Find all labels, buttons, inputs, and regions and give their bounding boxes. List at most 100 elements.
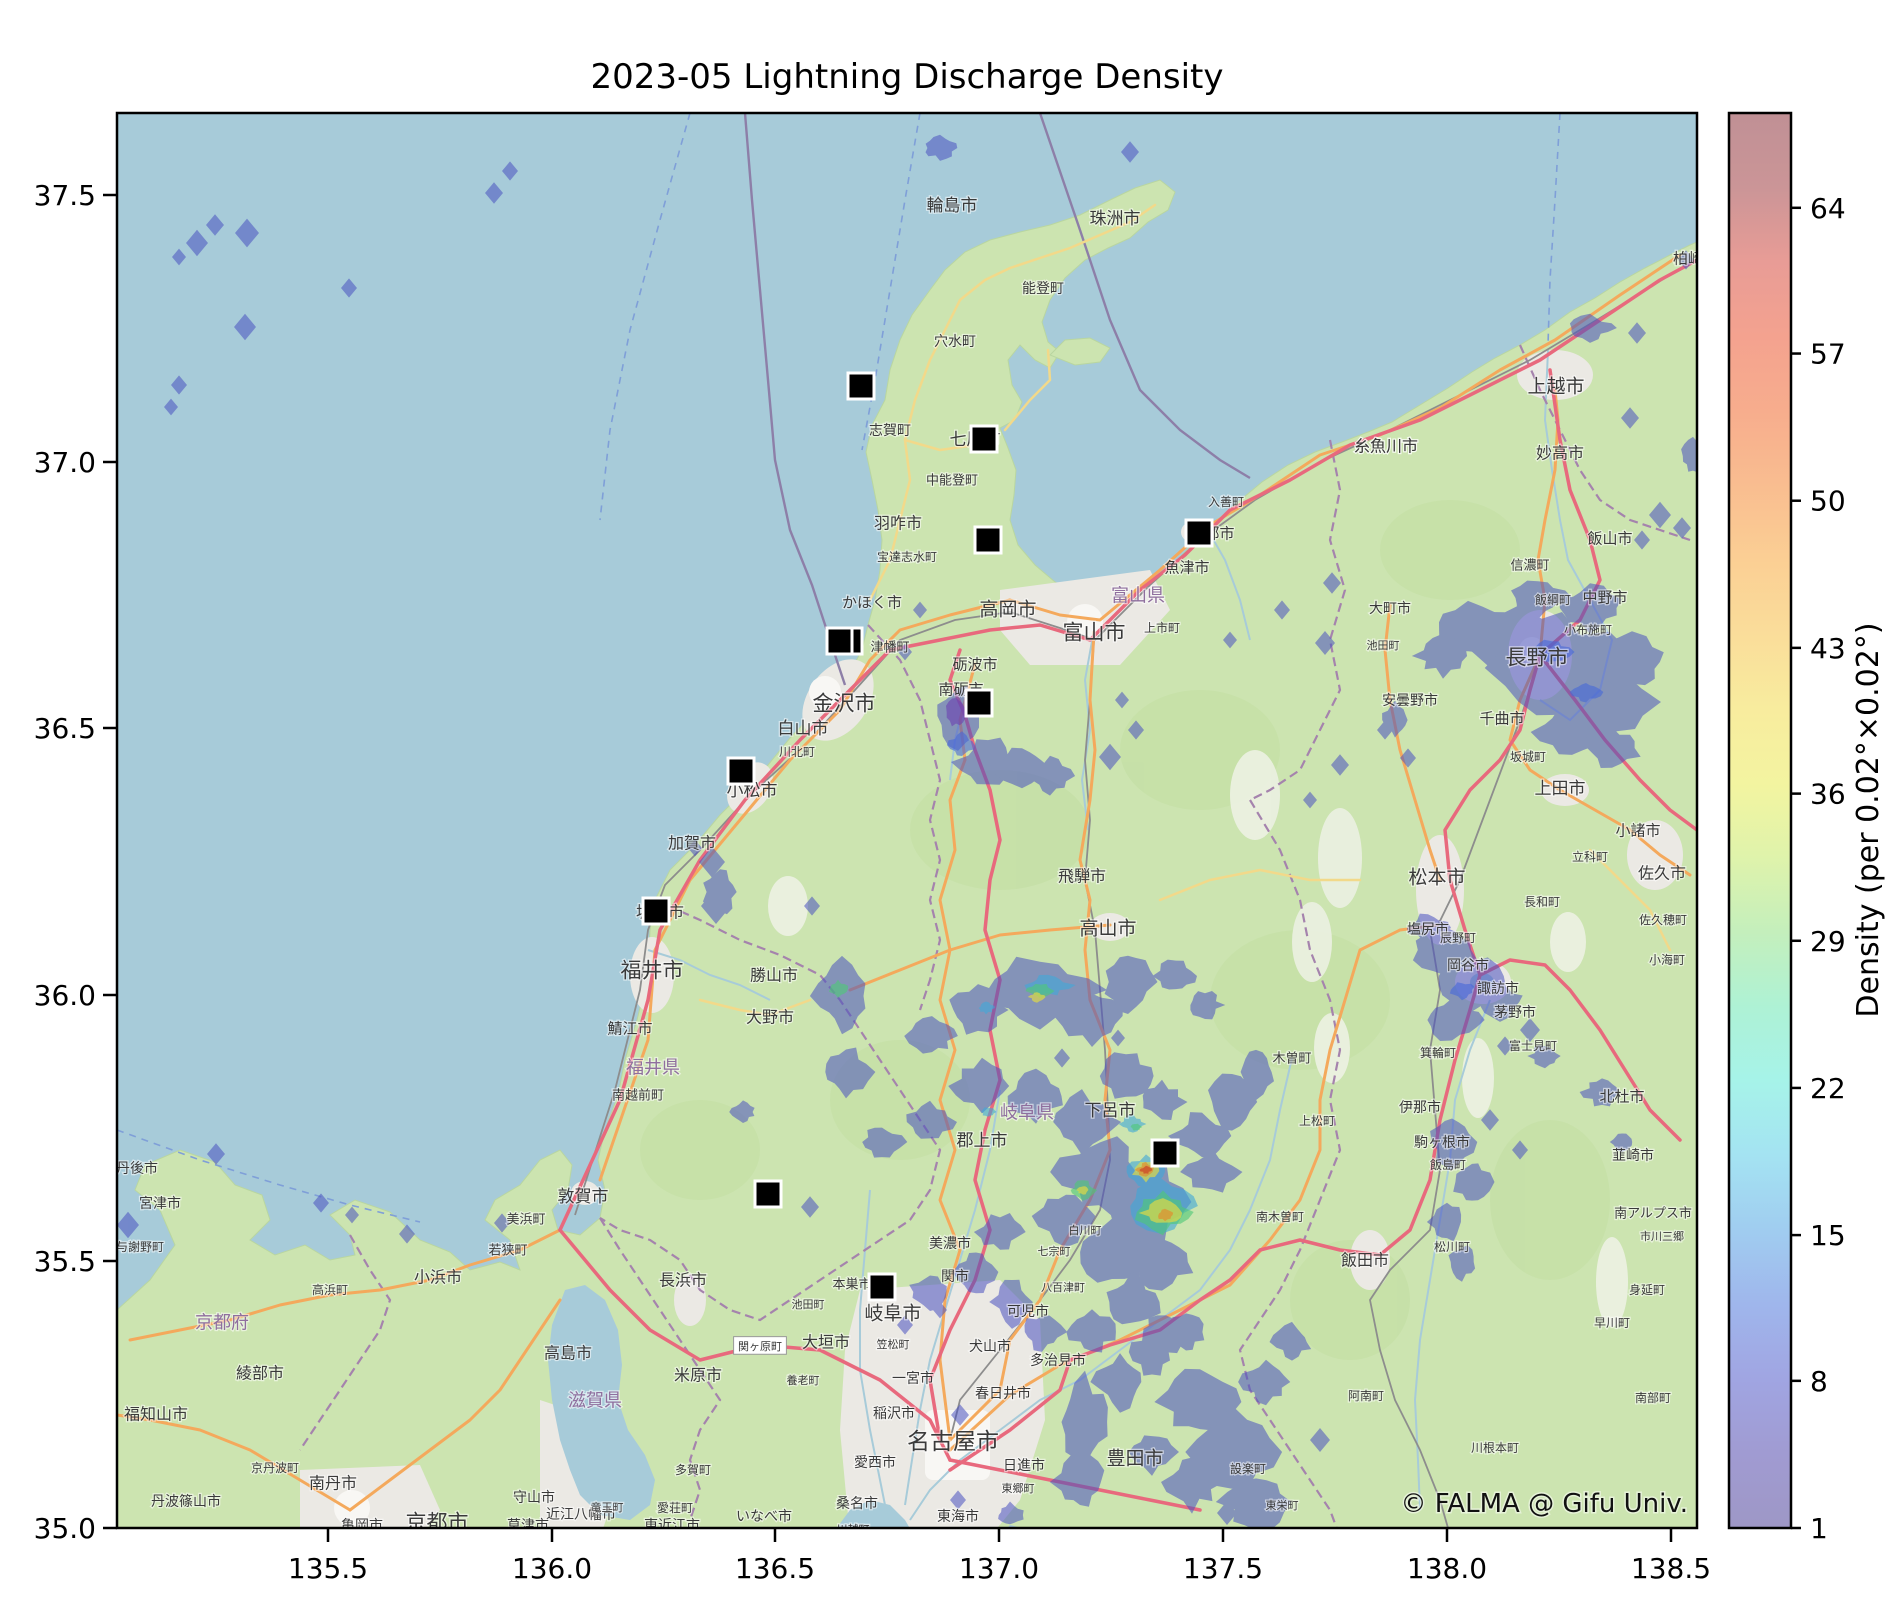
city-label: 小布施町 [1564, 623, 1612, 637]
density-blob [1180, 1148, 1243, 1193]
city-label: 滋賀県 [568, 1390, 622, 1411]
density-blob [1453, 1163, 1495, 1201]
density-layer-base [117, 134, 1697, 1528]
density-blob [1448, 1245, 1476, 1282]
density-blob [906, 1100, 957, 1139]
density-cell [1678, 250, 1694, 270]
density-blob [1430, 1118, 1478, 1171]
city-label: 飯田市 [1341, 1251, 1389, 1270]
density-cell [950, 1490, 966, 1510]
density-blob [1033, 755, 1076, 796]
density-cell [1054, 1048, 1070, 1068]
city-label: 高島市 [544, 1344, 592, 1363]
density-cell [1673, 517, 1691, 539]
sensor-markers [641, 371, 1214, 1302]
density-cell [1621, 407, 1639, 429]
city-label: 飛騨市 [1058, 867, 1106, 886]
x-tick-label: 137.0 [959, 1552, 1039, 1585]
density-cell [801, 1196, 819, 1218]
density-blob [1031, 1194, 1096, 1248]
city-label: 池田町 [1367, 639, 1400, 652]
colorbar-tick-label: 50 [1810, 485, 1846, 518]
density-blob [1681, 436, 1697, 473]
density-blob [1531, 639, 1575, 662]
x-axis: 135.5 136.0 136.5 137.0 137.5 138.0 138.5 [288, 1528, 1711, 1585]
city-label: 守山市 [513, 1489, 555, 1506]
city-label: 南部町 [1635, 1390, 1671, 1405]
density-cell [164, 398, 178, 416]
y-tick-label: 35.0 [34, 1512, 96, 1545]
density-cell [933, 1301, 947, 1319]
city-label: 木曽町 [1272, 1052, 1311, 1067]
city-label: 千曲市 [1479, 709, 1524, 727]
density-blob [1594, 631, 1664, 689]
city-label: 岐阜市 [864, 1303, 921, 1325]
density-blob [1139, 1165, 1153, 1174]
colorbar-label: Density (per 0.02°×0.02°) [1851, 622, 1886, 1017]
colorbar-ticks: 64 57 50 43 36 29 22 15 8 1 [1791, 192, 1846, 1545]
city-label: 多賀町 [675, 1463, 711, 1477]
city-label: 飯綱町 [1535, 592, 1571, 607]
city-label: 砺波市 [952, 655, 997, 673]
density-cell [206, 214, 224, 236]
city-label: 稲沢市 [873, 1405, 915, 1422]
city-label: 竜王町 [591, 1500, 624, 1514]
city-label: 米原市 [674, 1366, 722, 1385]
density-blob [1569, 313, 1617, 343]
lightning-sensor-marker [973, 525, 1003, 555]
y-tick-label: 36.0 [34, 979, 96, 1012]
density-blob [998, 1501, 1024, 1525]
city-label: 上田市 [1535, 779, 1586, 799]
colorbar-tick-label: 57 [1810, 338, 1846, 371]
density-cell [1512, 1140, 1528, 1160]
noto-island [1049, 337, 1111, 366]
city-label: 妙高市 [1536, 444, 1584, 463]
city-label: 福井県 [626, 1057, 680, 1078]
city-label: 豊田市 [1106, 1448, 1163, 1470]
density-blob [829, 979, 849, 998]
city-label: 北杜市 [1599, 1087, 1644, 1105]
city-label: 美濃市 [929, 1235, 971, 1252]
city-label: 安曇野市 [1382, 692, 1438, 709]
city-label: 糸魚川市 [1354, 437, 1418, 456]
city-label: 可児市 [1007, 1303, 1049, 1320]
city-label: 身延町 [1629, 1282, 1665, 1297]
city-label: 七宗町 [1038, 1244, 1071, 1258]
x-tick-label: 138.5 [1631, 1552, 1711, 1585]
ise-bay [836, 1500, 910, 1528]
city-label: 小浜市 [414, 1268, 462, 1287]
city-label: 羽咋市 [874, 514, 922, 533]
density-cell [399, 1224, 415, 1244]
city-label: 富山市 [1063, 620, 1126, 644]
city-label: 綾部市 [236, 1364, 284, 1383]
city-label: 長野市 [1506, 645, 1569, 669]
density-blob [981, 1107, 997, 1117]
city-label: 高浜町 [312, 1282, 348, 1297]
city-label: 郡上市 [957, 1131, 1008, 1151]
lightning-sensor-marker [726, 756, 756, 786]
density-cell [1628, 322, 1646, 344]
city-label: 志賀町 [869, 423, 911, 439]
density-cell [1520, 1018, 1540, 1042]
density-layer-2 [946, 639, 1604, 1001]
density-blob [1053, 1089, 1122, 1156]
city-label: 春日井市 [975, 1385, 1031, 1402]
city-label: 津幡町 [870, 641, 909, 656]
city-label: 早川町 [1594, 1316, 1630, 1330]
density-cell [186, 229, 208, 257]
city-label: 箕輪町 [1420, 1045, 1456, 1060]
city-label: 上越市 [1527, 376, 1584, 398]
density-cell [117, 1211, 139, 1239]
density-cell [1377, 720, 1393, 740]
density-blob [1426, 1202, 1462, 1242]
city-label: 関市 [941, 1268, 969, 1285]
density-blob [904, 1016, 958, 1054]
lightning-sensor-marker [964, 688, 994, 718]
plot-border [115, 111, 1699, 1530]
city-label: 糸魚川市 [1354, 437, 1418, 456]
density-cell [341, 278, 357, 298]
city-label: 川越町 [837, 1522, 870, 1536]
colorbar-border [1727, 111, 1793, 1530]
lightning-sensor-marker [825, 626, 855, 656]
density-cell [699, 846, 725, 878]
